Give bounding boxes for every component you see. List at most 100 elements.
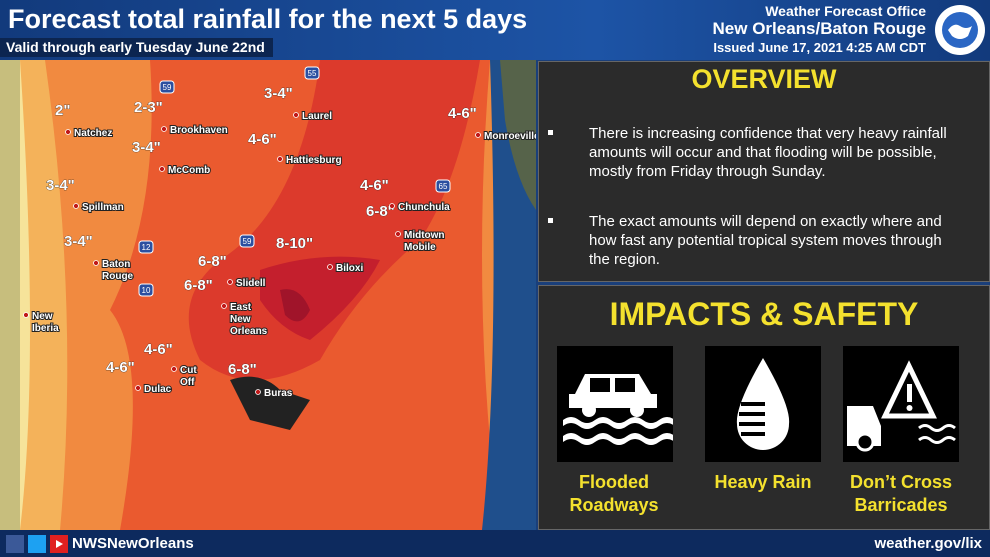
city-label: New Iberia — [32, 311, 59, 334]
city-dot — [159, 166, 165, 172]
handle[interactable]: NWSNewOrleans — [72, 535, 194, 552]
city-dot — [277, 156, 283, 162]
rainfall-label: 4-6" — [360, 177, 389, 194]
city-label: Biloxi — [336, 263, 363, 274]
highway-shield — [138, 283, 154, 297]
city-label: Baton Rouge — [102, 259, 134, 282]
bullet: The exact amounts will depend on exactly… — [548, 212, 949, 269]
city-line: Cut — [180, 365, 197, 376]
city-label: Natchez — [74, 128, 112, 139]
rainfall-label: 2-3" — [134, 99, 163, 116]
city-label: Dulac — [144, 384, 172, 395]
city-line: Off — [180, 377, 195, 388]
impact-line: Barricades — [854, 495, 948, 515]
rainfall-label: 4-6" — [248, 131, 277, 148]
bullet: There is increasing confidence that very… — [548, 124, 949, 181]
city-line: Natchez — [74, 128, 112, 139]
highway-number: 59 — [163, 83, 172, 92]
city-dot — [23, 312, 29, 318]
city-line: Iberia — [32, 323, 59, 334]
rainfall-label: 6-8" — [184, 277, 213, 294]
city-dot — [65, 129, 71, 135]
city-line: Baton — [102, 259, 130, 270]
city-line: McComb — [168, 165, 210, 176]
impact-line: Don’t Cross — [849, 472, 952, 492]
impact-line: Roadways — [569, 495, 659, 515]
rainfall-label: 3-4" — [264, 85, 293, 102]
nws-logo — [935, 5, 985, 55]
city-label: Laurel — [302, 111, 332, 122]
city-line: New — [32, 311, 53, 322]
city-dot — [227, 279, 233, 285]
city-line: Mobile — [404, 242, 436, 253]
office: Weather Forecast Office — [765, 3, 926, 19]
city-label: Cut Off — [180, 365, 197, 388]
city-label: East New Orleans — [230, 302, 268, 337]
map: 2" 2-3" 3-4" 4-6" 3-4" 4-6" 3-4" 4-6" 6-8" 8-10" 3… — [0, 60, 536, 530]
city-label: Spillman — [82, 202, 124, 213]
city-dot — [395, 231, 401, 237]
city-dot — [73, 203, 79, 209]
impacts-title: IMPACTS & SAFETY — [609, 296, 919, 332]
overview-panel: OVERVIEW There is increasing confidence … — [538, 61, 990, 282]
city-dot — [93, 260, 99, 266]
flood-icon — [557, 346, 673, 462]
city-label: McComb — [168, 165, 210, 176]
impact-label: Flooded Roadways — [539, 471, 689, 517]
city-dot — [171, 366, 177, 372]
city-line: Hattiesburg — [286, 155, 342, 166]
rainfall-label: 6-8" — [198, 253, 227, 270]
impact-line: Heavy Rain — [714, 472, 812, 492]
city-line: Monroeville — [484, 131, 536, 142]
subtitle: Valid through early Tuesday June 22nd — [0, 38, 273, 57]
rainfall-label: 3-4" — [64, 233, 93, 250]
impact-label: Heavy Rain — [688, 471, 838, 494]
city-label: Buras — [264, 388, 293, 399]
city-line: Dulac — [144, 384, 172, 395]
rainfall-label: 4-6" — [106, 359, 135, 376]
city-line: Orleans — [230, 326, 268, 337]
rainfall-label: 6-8" — [228, 361, 257, 378]
city-dot — [161, 126, 167, 132]
city-line: Laurel — [302, 111, 332, 122]
impact-line: Flooded — [579, 472, 649, 492]
rain-icon — [705, 346, 821, 462]
city-dot — [389, 203, 395, 209]
issued: Issued June 17, 2021 4:25 AM CDT — [713, 40, 926, 55]
social-icons — [6, 535, 68, 553]
rainfall-label: 4-6" — [144, 341, 173, 358]
city-dot — [135, 385, 141, 391]
highway-shield — [138, 240, 154, 254]
highway-number: 55 — [308, 69, 317, 78]
highway-shield — [159, 80, 175, 94]
rainfall-label: 2" — [55, 102, 70, 119]
rainfall-label: 3-4" — [46, 177, 75, 194]
footer: NWSNewOrleans weather.gov/lix — [0, 530, 990, 557]
impact-label: Don’t Cross Barricades — [826, 471, 976, 517]
city-line: Buras — [264, 388, 293, 399]
highway-shield — [304, 66, 320, 80]
url[interactable]: weather.gov/lix — [874, 535, 982, 552]
city-label: Slidell — [236, 278, 266, 289]
city-label: Chunchula — [398, 202, 450, 213]
city-dot — [255, 389, 261, 395]
city-line: Chunchula — [398, 202, 450, 213]
highway-shield — [239, 234, 255, 248]
city-label: Midtown Mobile — [404, 230, 445, 253]
impacts-panel: IMPACTS & SAFETY Flooded Roadways Heavy R… — [538, 285, 990, 530]
city-dot — [293, 112, 299, 118]
highway-number: 59 — [243, 237, 252, 246]
city-dot — [475, 132, 481, 138]
location: New Orleans/Baton Rouge — [712, 19, 926, 38]
city-line: New — [230, 314, 251, 325]
highway-number: 65 — [439, 182, 448, 191]
title: Forecast total rainfall for the next 5 d… — [8, 4, 528, 34]
city-dot — [327, 264, 333, 270]
city-line: Slidell — [236, 278, 266, 289]
city-line: Biloxi — [336, 263, 363, 274]
rainfall-label: 4-6" — [448, 105, 477, 122]
city-line: East — [230, 302, 252, 313]
highway-shield — [435, 179, 451, 193]
city-line: Midtown — [404, 230, 445, 241]
